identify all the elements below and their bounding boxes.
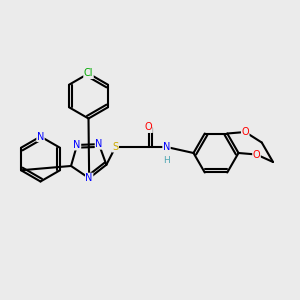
Text: O: O bbox=[253, 149, 260, 160]
Text: N: N bbox=[85, 173, 93, 183]
Text: O: O bbox=[242, 127, 249, 137]
Text: H: H bbox=[163, 156, 170, 165]
Text: N: N bbox=[74, 140, 81, 150]
Text: S: S bbox=[112, 142, 118, 152]
Text: N: N bbox=[163, 142, 170, 152]
Text: Cl: Cl bbox=[84, 68, 93, 79]
Text: N: N bbox=[37, 131, 44, 142]
Text: O: O bbox=[145, 122, 152, 133]
Text: N: N bbox=[95, 139, 103, 149]
